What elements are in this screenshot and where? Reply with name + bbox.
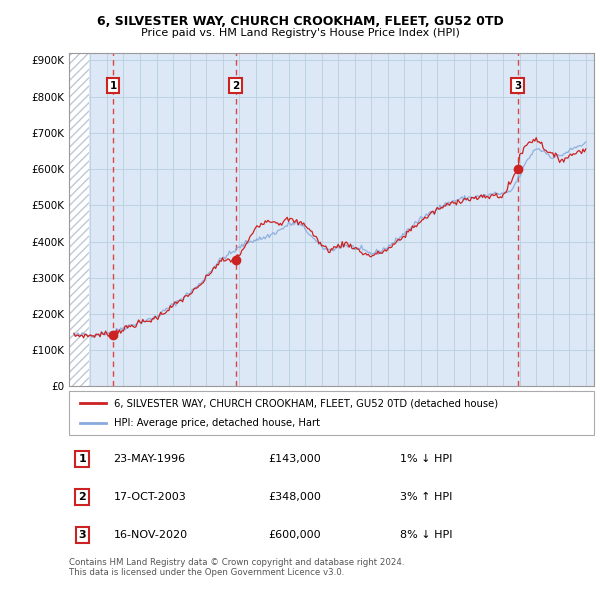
Text: 2: 2 (232, 81, 239, 91)
Text: Price paid vs. HM Land Registry's House Price Index (HPI): Price paid vs. HM Land Registry's House … (140, 28, 460, 38)
Text: 1: 1 (110, 81, 117, 91)
Text: Contains HM Land Registry data © Crown copyright and database right 2024.
This d: Contains HM Land Registry data © Crown c… (69, 558, 404, 577)
Text: 3: 3 (514, 81, 521, 91)
Text: HPI: Average price, detached house, Hart: HPI: Average price, detached house, Hart (113, 418, 320, 428)
Text: 3: 3 (79, 530, 86, 540)
Text: £348,000: £348,000 (269, 492, 322, 502)
Bar (69, 53, 89, 386)
Text: 1% ↓ HPI: 1% ↓ HPI (400, 454, 452, 464)
Text: 6, SILVESTER WAY, CHURCH CROOKHAM, FLEET, GU52 0TD: 6, SILVESTER WAY, CHURCH CROOKHAM, FLEET… (97, 15, 503, 28)
Text: 2: 2 (78, 492, 86, 502)
Text: 6, SILVESTER WAY, CHURCH CROOKHAM, FLEET, GU52 0TD (detached house): 6, SILVESTER WAY, CHURCH CROOKHAM, FLEET… (113, 398, 498, 408)
Text: 1: 1 (78, 454, 86, 464)
FancyBboxPatch shape (69, 391, 594, 435)
Text: 3% ↑ HPI: 3% ↑ HPI (400, 492, 452, 502)
Text: £600,000: £600,000 (269, 530, 321, 540)
Text: 23-MAY-1996: 23-MAY-1996 (113, 454, 186, 464)
Text: £143,000: £143,000 (269, 454, 321, 464)
Text: 8% ↓ HPI: 8% ↓ HPI (400, 530, 452, 540)
Text: 16-NOV-2020: 16-NOV-2020 (113, 530, 188, 540)
Text: 17-OCT-2003: 17-OCT-2003 (113, 492, 187, 502)
